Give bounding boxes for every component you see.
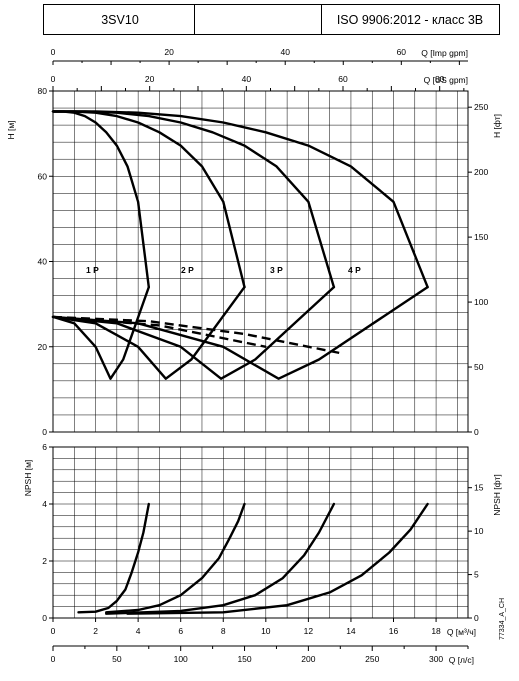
m3h-tick-label: 4 xyxy=(136,626,141,636)
efficiency-curve-6 xyxy=(51,285,246,380)
head-curve-4 xyxy=(51,110,429,289)
top-imp-tick-label: 40 xyxy=(280,47,290,57)
m3h-tick-label: 6 xyxy=(178,626,183,636)
top-us-tick-label: 60 xyxy=(338,74,348,84)
head-ytick-right-label: 200 xyxy=(474,167,488,177)
npsh-curve-4 xyxy=(126,502,429,615)
ls-tick-label: 300 xyxy=(429,654,443,664)
stage-label-4p: 4 P xyxy=(348,265,361,275)
npsh-panel-frame xyxy=(52,446,469,619)
stage-label-1p: 1 P xyxy=(86,265,99,275)
npsh-ytick-label: 4 xyxy=(42,499,47,509)
npsh-ylabel: NPSH [м] xyxy=(23,460,33,497)
bottom-axis-m3h-label: Q [м³/ч] xyxy=(447,627,476,637)
npsh-curve-2 xyxy=(105,502,246,614)
npsh-ytick-right-label: 5 xyxy=(474,570,479,580)
m3h-tick-label: 0 xyxy=(51,626,56,636)
top-us-tick-label: 20 xyxy=(145,74,155,84)
head-ytick-label: 20 xyxy=(38,342,48,352)
top-axis-us-gpm: 0 20 40 60 80 Q [US gpm] xyxy=(51,74,468,91)
top-us-tick-label: 80 xyxy=(435,74,445,84)
efficiency-curve-7 xyxy=(51,285,336,380)
dashed-curve-9 xyxy=(52,315,341,355)
m3h-tick-label: 8 xyxy=(221,626,226,636)
npsh-curve-3 xyxy=(105,502,336,615)
m3h-tick-label: 18 xyxy=(431,626,441,636)
dashed-curve-10 xyxy=(52,315,267,348)
head-ytick-label: 40 xyxy=(38,257,48,267)
head-ylabel-right: H [фт] xyxy=(492,114,502,138)
ls-tick-label: 100 xyxy=(174,654,188,664)
head-curve-2 xyxy=(51,110,246,289)
bottom-axis-ls: 0 50 100 150 200 250 300 Q [л/с] xyxy=(51,645,474,665)
npsh-ytick-label: 0 xyxy=(42,613,47,623)
header-frame xyxy=(43,4,500,35)
m3h-tick-label: 10 xyxy=(261,626,271,636)
head-ytick-right-label: 0 xyxy=(474,427,479,437)
npsh-curve-1 xyxy=(77,502,150,614)
drawing-code: 77334_A_CH xyxy=(499,598,506,640)
top-imp-tick-label: 60 xyxy=(397,47,407,57)
head-ytick-right-label: 250 xyxy=(474,102,488,112)
ls-tick-label: 0 xyxy=(51,654,56,664)
ls-tick-label: 50 xyxy=(112,654,122,664)
npsh-panel: 0 2 4 6 0 5 10 15 NPSH [м] NPSH [фт] xyxy=(23,442,502,623)
npsh-ytick-label: 2 xyxy=(42,556,47,566)
standard-label: ISO 9906:2012 - класс 3B xyxy=(337,13,483,27)
stage-label-2p: 2 P xyxy=(181,265,194,275)
head-ytick-right-label: 50 xyxy=(474,362,484,372)
top-axis-imp-gpm: 0 20 40 60 Q [Imp gpm] xyxy=(51,47,468,65)
stage-label-3p: 3 P xyxy=(270,265,283,275)
npsh-ytick-right-label: 10 xyxy=(474,526,484,536)
top-axis-imp-label: Q [Imp gpm] xyxy=(421,48,468,58)
top-imp-tick-label: 20 xyxy=(164,47,174,57)
top-us-tick-label: 0 xyxy=(51,74,56,84)
m3h-tick-label: 2 xyxy=(93,626,98,636)
npsh-ytick-right-label: 15 xyxy=(474,483,484,493)
bottom-axis-ls-label: Q [л/с] xyxy=(449,655,474,665)
efficiency-curve-5 xyxy=(51,285,150,380)
top-axis-us-label: Q [US gpm] xyxy=(424,75,468,85)
header: 3SV10 ISO 9906:2012 - класс 3B xyxy=(43,4,500,35)
head-ytick-label: 60 xyxy=(38,171,48,181)
bottom-axis-m3h: 0 2 4 6 8 10 12 14 16 18 Q [м³/ч] xyxy=(51,618,476,637)
ls-tick-label: 200 xyxy=(301,654,315,664)
head-panel: 0 20 40 60 80 0 50 100 150 200 250 H [м] H [фт] 1… xyxy=(6,86,502,437)
top-imp-tick-label: 0 xyxy=(51,47,56,57)
head-ytick-right-label: 150 xyxy=(474,232,488,242)
head-ylabel: H [м] xyxy=(6,120,16,139)
head-ytick-label: 80 xyxy=(38,86,48,96)
npsh-ytick-label: 6 xyxy=(42,442,47,452)
m3h-tick-label: 16 xyxy=(389,626,399,636)
ls-tick-label: 150 xyxy=(237,654,251,664)
ls-tick-label: 250 xyxy=(365,654,379,664)
top-us-tick-label: 40 xyxy=(242,74,252,84)
head-curve-3 xyxy=(51,110,336,289)
head-curve-1 xyxy=(51,110,150,289)
model-name: 3SV10 xyxy=(101,13,139,27)
head-ytick-right-label: 100 xyxy=(474,297,488,307)
m3h-tick-label: 12 xyxy=(304,626,314,636)
npsh-ylabel-right: NPSH [фт] xyxy=(492,474,502,515)
npsh-ytick-right-label: 0 xyxy=(474,613,479,623)
head-ytick-label: 0 xyxy=(42,427,47,437)
m3h-tick-label: 14 xyxy=(346,626,356,636)
